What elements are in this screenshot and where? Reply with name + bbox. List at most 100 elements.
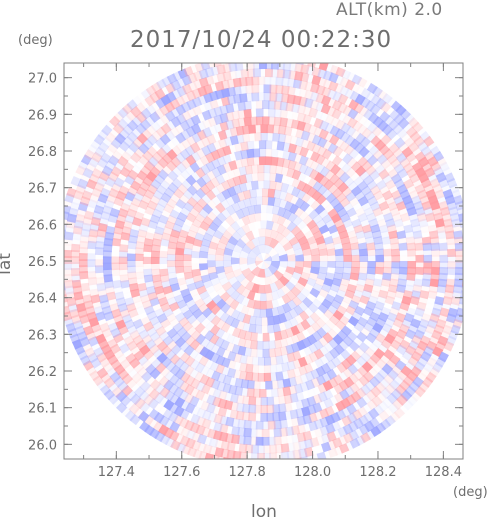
- radar-cell: [173, 377, 185, 389]
- radar-cell: [166, 214, 178, 225]
- radar-cell: [170, 145, 183, 157]
- radar-cell: [214, 447, 225, 458]
- radar-cell: [387, 369, 399, 381]
- radar-cell: [127, 271, 137, 280]
- radar-cell: [72, 319, 84, 331]
- radar-cell: [391, 261, 401, 269]
- radar-cell: [392, 374, 405, 387]
- radar-cell: [338, 283, 349, 293]
- radar-cell: [260, 412, 269, 422]
- radar-cell: [251, 283, 260, 294]
- radar-cell: [244, 181, 253, 191]
- radar-cell: [393, 113, 406, 125]
- radar-cell: [214, 308, 226, 320]
- radar-cell: [338, 380, 350, 392]
- y-tick-label: 26.0: [28, 438, 57, 453]
- radar-cell: [211, 404, 222, 416]
- radar-cell: [278, 313, 288, 324]
- radar-cell: [354, 190, 366, 202]
- radar-cell: [186, 184, 198, 196]
- radar-cell: [179, 351, 191, 364]
- radar-cell: [83, 210, 95, 221]
- radar-cell: [282, 158, 291, 169]
- radar-cell: [191, 96, 203, 108]
- radar-cell: [279, 419, 288, 429]
- radar-cell: [266, 396, 275, 406]
- radar-cell: [434, 218, 445, 228]
- radar-cell: [326, 368, 338, 380]
- radar-cell: [103, 268, 113, 277]
- radar-cell: [199, 268, 210, 277]
- radar-cell: [194, 158, 206, 170]
- radar-cell: [363, 108, 375, 121]
- radar-cell: [64, 279, 74, 289]
- radar-cell: [199, 346, 210, 358]
- radar-cell: [342, 218, 354, 229]
- radar-cell: [306, 235, 317, 245]
- radar-cell: [332, 334, 344, 346]
- radar-cell: [64, 262, 72, 271]
- radar-cell: [420, 177, 432, 189]
- radar-cell: [254, 316, 263, 326]
- radar-cell: [282, 378, 292, 388]
- radar-cell: [431, 206, 442, 217]
- radar-cell: [325, 242, 336, 251]
- radar-cell: [404, 230, 415, 240]
- radar-cell: [230, 309, 241, 320]
- radar-cell: [361, 224, 373, 234]
- radar-cell: [164, 110, 176, 122]
- radar-cell: [76, 331, 88, 342]
- radar-cell: [133, 191, 145, 202]
- radar-cell: [137, 142, 150, 155]
- radar-cell: [104, 131, 117, 144]
- radar-cell: [215, 266, 225, 275]
- radar-cell: [266, 220, 274, 231]
- radar-cell: [143, 268, 153, 277]
- radar-cell: [245, 76, 254, 86]
- radar-cell: [395, 200, 407, 211]
- radar-cell: [66, 297, 77, 307]
- radar-cell: [138, 199, 150, 210]
- radar-cell: [241, 403, 251, 413]
- radar-cell: [254, 52, 262, 61]
- radar-cell: [269, 282, 279, 293]
- radar-cell: [157, 157, 169, 169]
- radar-cell: [231, 230, 243, 242]
- radar-cell: [191, 218, 203, 229]
- radar-cell: [362, 150, 375, 162]
- radar-cell: [183, 392, 195, 404]
- radar-cell: [183, 65, 194, 77]
- radar-cell: [171, 177, 183, 189]
- radar-cell: [156, 340, 168, 352]
- radar-cell: [293, 375, 304, 386]
- radar-cell: [429, 278, 440, 288]
- radar-cell: [142, 394, 155, 406]
- radar-cell: [284, 192, 294, 203]
- radar-cell: [200, 238, 212, 248]
- radar-cell: [353, 175, 365, 187]
- radar-cell: [175, 141, 187, 153]
- radar-cell: [102, 256, 112, 265]
- radar-cell: [168, 277, 179, 286]
- radar-cell: [175, 247, 185, 256]
- radar-cell: [330, 299, 342, 310]
- radar-cell: [207, 124, 218, 136]
- radar-cell: [181, 444, 192, 456]
- radar-cell: [278, 53, 287, 62]
- radar-cell: [125, 109, 138, 122]
- radar-cell: [300, 138, 311, 150]
- radar-cell: [333, 202, 345, 213]
- radar-cell: [179, 340, 191, 353]
- radar-cell: [125, 389, 138, 401]
- radar-cell: [158, 375, 170, 388]
- radar-cell: [205, 284, 216, 295]
- radar-cell: [145, 104, 157, 116]
- radar-cell: [299, 381, 310, 393]
- radar-cell: [158, 424, 170, 436]
- radar-cell: [232, 268, 243, 278]
- radar-cell: [108, 127, 121, 139]
- radar-cell: [393, 334, 405, 345]
- radar-cell: [166, 327, 178, 339]
- radar-cell: [140, 165, 152, 177]
- radar-cell: [149, 379, 162, 391]
